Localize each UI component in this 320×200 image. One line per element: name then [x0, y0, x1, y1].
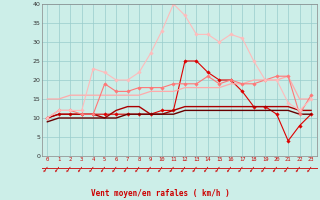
Text: Vent moyen/en rafales ( km/h ): Vent moyen/en rafales ( km/h )	[91, 189, 229, 198]
